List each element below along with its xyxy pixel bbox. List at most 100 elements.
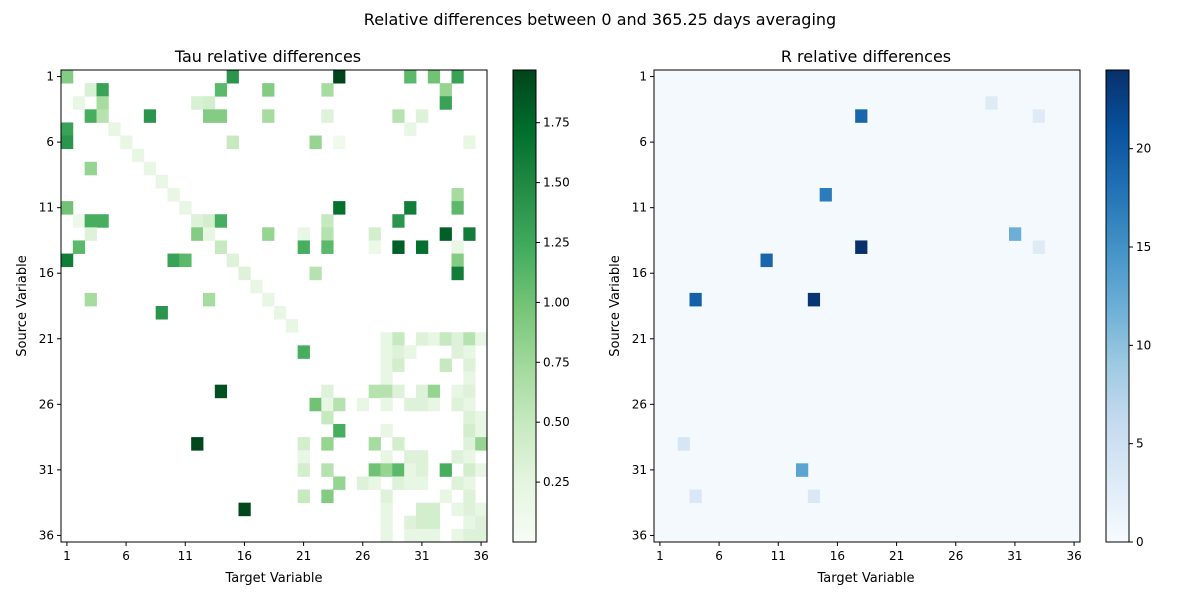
heatmap-cell <box>451 397 464 412</box>
heatmap-cell <box>297 489 310 504</box>
heatmap-cell <box>84 214 97 228</box>
tau-xlabel: Target Variable <box>225 571 323 586</box>
x-tick-label: 21 <box>296 549 311 563</box>
r-colorbar: 0 5 10 15 20 <box>1105 69 1151 549</box>
heatmap-cell <box>439 227 452 241</box>
tau-x-axis: 1 6 11 16 21 26 31 36 <box>63 542 489 563</box>
heatmap-cell <box>439 489 452 504</box>
heatmap-cell <box>416 332 429 346</box>
heatmap-cell <box>321 489 334 504</box>
y-tick-label: 36 <box>39 528 54 542</box>
heatmap-cell <box>404 122 417 136</box>
heatmap-cell <box>416 397 429 412</box>
heatmap-cell <box>463 450 476 464</box>
heatmap-cell <box>72 214 86 228</box>
colorbar-tick-label: 0 <box>1136 535 1144 549</box>
heatmap-cell <box>463 345 476 359</box>
x-tick-label: 26 <box>355 549 370 563</box>
y-tick-label: 26 <box>632 397 647 411</box>
x-tick-label: 31 <box>414 549 429 563</box>
heatmap-cell <box>463 463 476 477</box>
colorbar-gradient <box>512 69 537 543</box>
heatmap-cell <box>297 240 310 254</box>
heatmap-cell <box>238 502 251 517</box>
y-tick-label: 1 <box>46 70 54 84</box>
heatmap-cell <box>368 476 381 490</box>
heatmap-cell <box>439 358 452 372</box>
heatmap-cell <box>333 70 346 84</box>
colorbar-tick-label: 10 <box>1136 338 1151 352</box>
heatmap-cell <box>380 371 393 386</box>
heatmap-cell <box>333 397 346 412</box>
heatmap-cell <box>439 463 452 477</box>
heatmap-cell <box>203 292 216 307</box>
heatmap-cell <box>416 502 429 517</box>
heatmap-cell <box>368 463 381 477</box>
x-tick-label: 26 <box>948 549 963 563</box>
heatmap-cell <box>427 502 441 517</box>
y-tick-label: 1 <box>639 70 647 84</box>
heatmap-cell <box>333 476 346 490</box>
heatmap-cell <box>1032 109 1045 123</box>
r-heatmap <box>654 70 1080 542</box>
x-tick-label: 16 <box>237 549 252 563</box>
heatmap-cell <box>333 424 346 438</box>
heatmap-cell <box>416 240 429 254</box>
colorbar-tick-label: 1.25 <box>543 236 570 250</box>
heatmap-cell <box>155 174 168 189</box>
heatmap-cell <box>404 528 417 543</box>
heatmap-cell <box>297 463 310 477</box>
heatmap-cell <box>404 515 417 530</box>
heatmap-cell <box>380 450 393 464</box>
heatmap-cell <box>392 345 405 359</box>
heatmap-cell <box>392 476 405 490</box>
r-title: R relative differences <box>781 47 951 66</box>
heatmap-cell <box>167 188 180 202</box>
heatmap-cell <box>84 227 97 241</box>
heatmap-cell <box>796 463 809 477</box>
heatmap-cell <box>179 253 192 268</box>
colorbar-gradient <box>1105 69 1130 543</box>
heatmap-cell <box>475 528 488 543</box>
heatmap-cell <box>463 397 476 412</box>
heatmap-cell <box>321 109 334 123</box>
heatmap-cell <box>61 122 74 136</box>
heatmap-cell <box>475 332 488 346</box>
heatmap-cell <box>309 266 322 281</box>
heatmap-cell <box>404 345 417 359</box>
heatmap-cell <box>262 83 275 97</box>
heatmap-cell <box>380 528 393 543</box>
y-tick-label: 31 <box>39 463 54 477</box>
heatmap-cell <box>416 528 429 543</box>
tau-colorbar: 0.25 0.50 0.75 1.00 1.25 1.50 1.75 <box>512 69 570 543</box>
heatmap-cell <box>463 515 476 530</box>
r-ylabel: Source Variable <box>608 255 623 356</box>
heatmap-cell <box>463 227 476 241</box>
heatmap-cell <box>321 397 334 412</box>
heatmap-cell <box>451 253 464 268</box>
heatmap-cell <box>463 489 476 504</box>
heatmap-cell <box>380 515 393 530</box>
tau-ylabel: Source Variable <box>15 255 30 356</box>
x-tick-label: 16 <box>830 549 845 563</box>
y-tick-label: 31 <box>632 463 647 477</box>
y-tick-label: 11 <box>39 201 54 215</box>
heatmap-cell <box>96 109 109 123</box>
heatmap-cell <box>155 306 168 320</box>
heatmap-cell <box>203 214 216 228</box>
heatmap-cell <box>84 161 97 176</box>
heatmap-cell <box>191 227 204 241</box>
heatmap-cell <box>61 201 74 215</box>
heatmap-cell <box>333 135 346 150</box>
heatmap-cell <box>72 240 86 254</box>
heatmap-cell <box>451 450 464 464</box>
heatmap-cell <box>451 201 464 215</box>
heatmap-cell <box>321 384 334 399</box>
heatmap-cell <box>214 109 228 123</box>
heatmap-cell <box>297 450 310 464</box>
heatmap-cell <box>404 463 417 477</box>
heatmap-cell <box>392 437 405 451</box>
heatmap-cell <box>855 109 868 123</box>
